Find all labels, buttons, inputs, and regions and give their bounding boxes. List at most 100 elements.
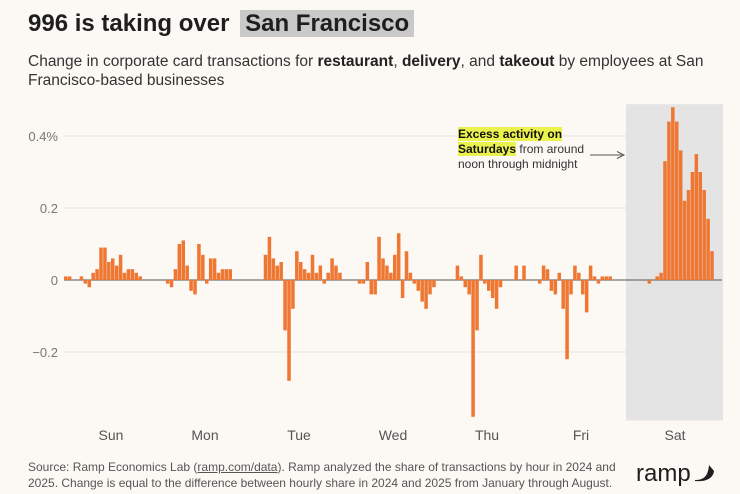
x-axis-ticks: Sun Mon Tue Wed Thu Fri Sat bbox=[99, 427, 686, 443]
title-prefix: 996 is taking over bbox=[28, 10, 230, 37]
bar bbox=[592, 276, 597, 280]
bar bbox=[389, 272, 393, 280]
bar bbox=[87, 280, 92, 288]
bar bbox=[197, 244, 201, 280]
bar bbox=[64, 276, 68, 280]
bar bbox=[377, 236, 381, 280]
bar bbox=[275, 265, 280, 280]
bar bbox=[494, 280, 499, 309]
bar bbox=[291, 280, 295, 309]
subtitle-restaurant: restaurant bbox=[317, 53, 394, 70]
bar bbox=[463, 280, 468, 288]
bar bbox=[216, 272, 221, 280]
bar bbox=[537, 280, 542, 284]
bar-series bbox=[64, 107, 714, 417]
bar bbox=[428, 280, 432, 295]
bar bbox=[596, 280, 601, 284]
bar bbox=[682, 200, 687, 280]
source-link[interactable]: ramp.com/data bbox=[197, 460, 278, 474]
bar bbox=[369, 280, 374, 295]
bar bbox=[475, 280, 479, 331]
bar bbox=[79, 276, 84, 280]
bar bbox=[130, 269, 135, 280]
bar bbox=[283, 280, 287, 331]
bar bbox=[569, 280, 573, 295]
bar bbox=[541, 265, 546, 280]
bar bbox=[224, 269, 229, 280]
bar bbox=[479, 254, 483, 280]
bar bbox=[299, 262, 303, 280]
bar bbox=[706, 218, 710, 280]
bar bbox=[138, 276, 142, 280]
bar bbox=[545, 269, 550, 280]
bar bbox=[514, 265, 518, 280]
bar bbox=[710, 251, 714, 280]
ramp-logo: ramp bbox=[636, 460, 716, 488]
bar bbox=[455, 265, 460, 280]
bar bbox=[122, 272, 127, 280]
bar bbox=[228, 269, 233, 280]
bar bbox=[318, 265, 323, 280]
bar bbox=[279, 262, 283, 280]
bar bbox=[306, 272, 311, 280]
bar bbox=[134, 272, 139, 280]
subtitle-text-2: , bbox=[393, 53, 402, 70]
bar bbox=[385, 265, 389, 280]
bar bbox=[702, 190, 706, 280]
bar bbox=[698, 172, 703, 280]
y-tick-label: 0.2 bbox=[40, 201, 58, 216]
bar bbox=[561, 280, 565, 309]
bar bbox=[169, 280, 174, 288]
bar bbox=[467, 280, 471, 295]
bar bbox=[471, 280, 475, 417]
bar bbox=[690, 172, 695, 280]
bar bbox=[608, 276, 612, 280]
bar bbox=[420, 280, 424, 302]
y-tick-label: 0.4% bbox=[28, 129, 58, 144]
bar bbox=[267, 236, 272, 280]
ramp-swoosh-icon bbox=[694, 465, 714, 482]
bar bbox=[522, 265, 526, 280]
bar bbox=[647, 280, 652, 284]
bar bbox=[408, 272, 413, 280]
bar bbox=[655, 276, 659, 280]
bar bbox=[588, 265, 593, 280]
bar bbox=[107, 262, 111, 280]
bar bbox=[208, 258, 213, 280]
bar bbox=[557, 272, 562, 280]
subtitle-takeout: takeout bbox=[499, 53, 555, 70]
bar bbox=[600, 276, 605, 280]
bar bbox=[177, 244, 182, 280]
bar bbox=[271, 258, 276, 280]
bar bbox=[416, 280, 421, 291]
x-tick-label: Mon bbox=[191, 427, 218, 443]
bar bbox=[83, 280, 88, 284]
bar bbox=[694, 154, 699, 280]
bar bbox=[565, 280, 569, 360]
bar bbox=[114, 265, 119, 280]
bar bbox=[663, 161, 667, 280]
bar bbox=[302, 269, 307, 280]
saturday-annotation: Excess activity on Saturdays from around… bbox=[458, 127, 593, 172]
bar bbox=[373, 280, 377, 295]
bar bbox=[287, 280, 291, 381]
bar bbox=[393, 254, 397, 280]
title-highlight-city: San Francisco bbox=[240, 10, 415, 37]
bar bbox=[212, 258, 217, 280]
bar bbox=[67, 276, 72, 280]
gridlines bbox=[64, 135, 722, 353]
chart-title: 996 is taking over San Francisco bbox=[28, 10, 415, 38]
bar bbox=[404, 251, 409, 280]
bar bbox=[459, 276, 464, 280]
x-tick-label: Sun bbox=[99, 427, 124, 443]
bar bbox=[549, 280, 554, 291]
bar bbox=[126, 269, 131, 280]
bar bbox=[412, 280, 417, 284]
bar bbox=[338, 272, 342, 280]
x-tick-label: Thu bbox=[475, 427, 499, 443]
bar bbox=[498, 280, 503, 288]
x-tick-label: Fri bbox=[573, 427, 589, 443]
footnote-text-2: ). Ramp analyzed the share of transactio… bbox=[28, 460, 616, 490]
x-tick-label: Tue bbox=[287, 427, 311, 443]
